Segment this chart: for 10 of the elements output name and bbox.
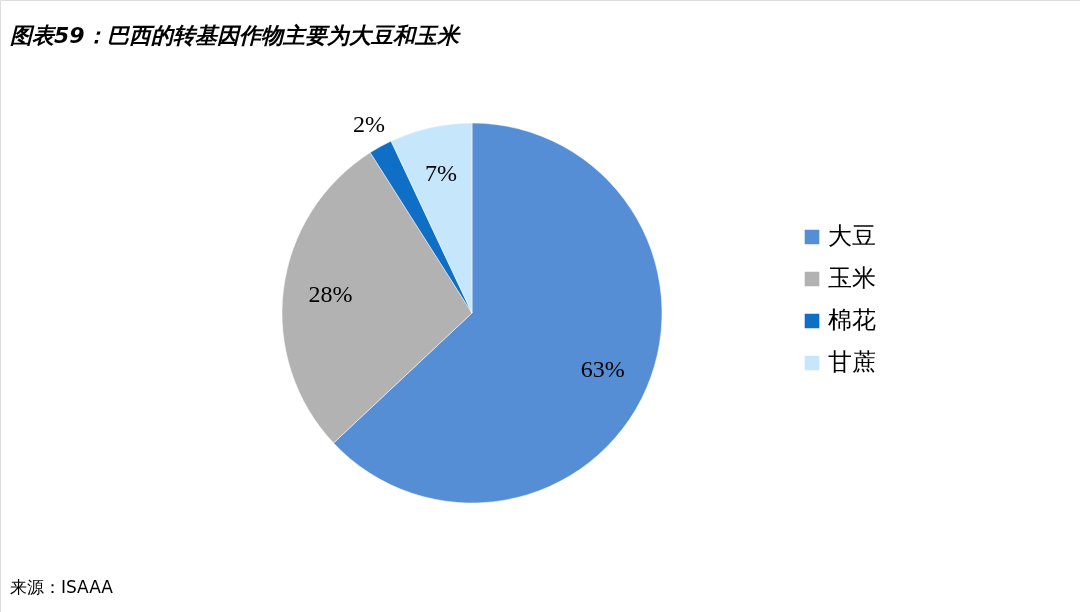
chart-title: 图表59：巴西的转基因作物主要为大豆和玉米: [10, 23, 461, 48]
data-label: 2%: [352, 111, 385, 138]
data-label: 63%: [580, 355, 625, 382]
data-label: 7%: [424, 159, 457, 186]
legend-label: 玉米: [828, 264, 876, 292]
legend-label: 大豆: [828, 222, 876, 250]
legend-label: 甘蔗: [828, 348, 876, 376]
data-label: 28%: [308, 281, 353, 308]
legend-label: 棉花: [828, 306, 876, 334]
source-note: 来源：ISAAA: [10, 577, 114, 597]
